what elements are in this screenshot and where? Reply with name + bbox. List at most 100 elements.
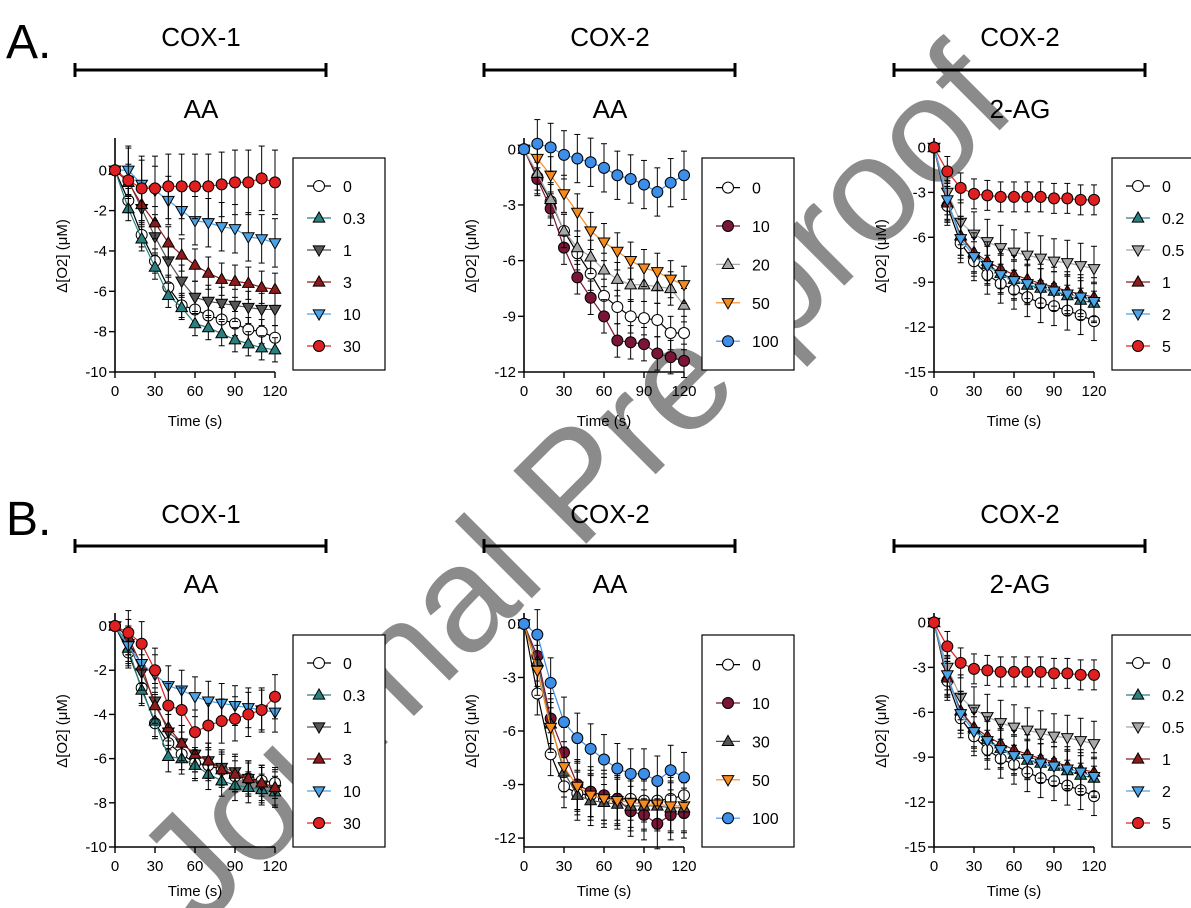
data-point — [1021, 665, 1034, 678]
data-point — [584, 156, 597, 169]
data-point — [638, 338, 650, 351]
y-tick-label: -4 — [94, 706, 107, 723]
data-point — [1074, 292, 1088, 305]
data-point — [1060, 289, 1074, 302]
series-100 — [518, 609, 690, 807]
data-point — [518, 617, 530, 630]
data-point — [611, 334, 624, 347]
data-point — [1007, 722, 1021, 735]
data-point — [570, 207, 584, 220]
data-point — [1074, 668, 1087, 681]
series-5 — [928, 616, 1100, 691]
data-point — [954, 234, 968, 246]
y-axis-label: Δ[O2] (μM) — [54, 694, 71, 768]
data-point — [201, 296, 215, 309]
legend-marker — [721, 775, 735, 787]
data-point — [664, 764, 677, 777]
data-point — [135, 182, 148, 195]
x-tick-label: 60 — [1006, 383, 1023, 400]
legend-label: 0.3 — [343, 211, 365, 228]
data-point — [175, 300, 189, 313]
x-tick-label: 120 — [262, 858, 287, 875]
y-tick-label: 0 — [99, 162, 107, 179]
data-point — [162, 699, 175, 712]
data-point — [255, 280, 269, 292]
data-point — [1034, 758, 1048, 771]
data-point — [968, 187, 980, 200]
data-point — [651, 185, 664, 198]
data-point — [202, 719, 215, 732]
data-point — [678, 354, 690, 367]
data-point — [241, 336, 255, 349]
x-tick-label: 90 — [636, 383, 653, 400]
data-point — [188, 258, 202, 270]
data-point — [611, 762, 624, 775]
data-point — [570, 781, 584, 794]
panel-enzyme-title: COX-1 — [161, 499, 240, 529]
data-point — [255, 775, 269, 788]
legend-marker — [1131, 786, 1145, 799]
x-tick-label: 30 — [147, 858, 164, 875]
data-point — [624, 277, 638, 290]
data-point — [651, 347, 664, 360]
data-point — [1061, 192, 1074, 205]
data-point — [941, 165, 954, 178]
data-point — [1034, 283, 1048, 296]
legend-box — [701, 157, 795, 371]
data-point — [994, 665, 1007, 678]
data-point — [175, 736, 189, 748]
data-point — [1020, 250, 1034, 263]
data-point — [664, 351, 677, 364]
legend-label: 10 — [752, 696, 770, 713]
legend-marker — [1131, 751, 1145, 764]
data-point — [1034, 665, 1047, 678]
data-point — [148, 698, 162, 711]
legend-box — [292, 634, 386, 848]
data-point — [928, 616, 940, 629]
data-point — [1074, 261, 1088, 273]
data-point — [597, 262, 611, 275]
y-tick-label: -10 — [85, 364, 107, 381]
data-point — [1087, 772, 1101, 784]
data-point — [651, 314, 664, 327]
legend-marker — [721, 298, 735, 310]
data-point — [677, 298, 691, 310]
data-point — [255, 704, 268, 717]
data-point — [109, 620, 121, 633]
legend-label: 0.5 — [1162, 243, 1184, 260]
legend-label: 3 — [343, 275, 352, 292]
data-point — [610, 795, 624, 808]
y-tick-label: -9 — [503, 308, 516, 325]
data-point — [598, 310, 610, 323]
data-point — [530, 665, 544, 678]
data-point — [148, 215, 162, 228]
x-tick-label: 30 — [966, 858, 983, 875]
data-point — [1060, 764, 1074, 777]
y-tick-label: 0 — [99, 618, 107, 635]
legend-box — [1111, 157, 1191, 371]
legend-label: 100 — [752, 811, 779, 828]
data-point — [638, 178, 650, 191]
legend-label: 2 — [1162, 784, 1171, 801]
data-point — [215, 715, 228, 728]
row-label-b: B. — [6, 493, 51, 546]
data-point — [201, 753, 215, 766]
series-100 — [518, 119, 690, 217]
data-point — [651, 774, 664, 787]
data-point — [1008, 190, 1020, 203]
legend-label: 10 — [343, 307, 361, 324]
data-point — [202, 180, 215, 193]
x-axis-label: Time (s) — [987, 413, 1041, 430]
data-point — [189, 726, 201, 739]
data-point — [571, 732, 584, 745]
x-tick-label: 90 — [227, 383, 244, 400]
data-point — [994, 270, 1008, 282]
data-point — [1087, 739, 1101, 751]
x-tick-label: 120 — [262, 383, 287, 400]
legend-marker — [1132, 180, 1144, 192]
data-point — [610, 272, 624, 284]
data-point — [149, 664, 161, 677]
legend-label: 2 — [1162, 307, 1171, 324]
